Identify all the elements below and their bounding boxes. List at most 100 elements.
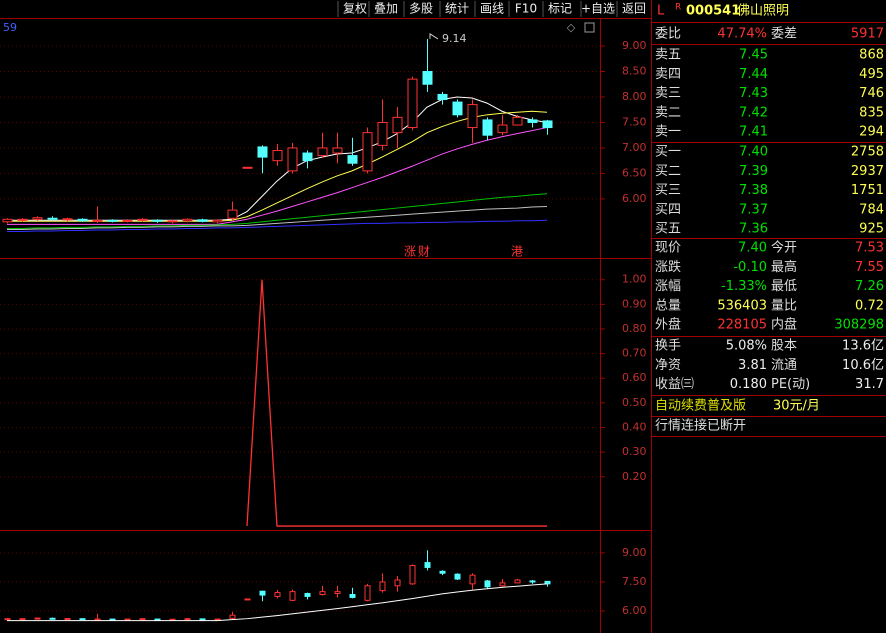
- lower-candle-body: [289, 591, 296, 601]
- label: 总量: [655, 298, 681, 313]
- y-tick-label: 0.40: [622, 421, 647, 434]
- candle-body: [422, 71, 433, 85]
- value: 7.40: [738, 241, 767, 256]
- label: 量比: [771, 298, 797, 313]
- book-volume: 1751: [851, 183, 884, 198]
- lower-candle-body: [454, 573, 461, 580]
- y-tick-label: 6.00: [622, 604, 647, 617]
- book-level: 买五: [655, 222, 681, 237]
- lower-candle-body: [394, 579, 401, 587]
- label: 委比: [655, 27, 681, 42]
- book-level: 卖四: [655, 67, 681, 82]
- candle-body: [377, 121, 388, 146]
- lower-candle-body: [319, 591, 326, 596]
- lower-candle-body: [259, 590, 266, 596]
- lower-candle-body: [154, 618, 161, 621]
- event-label: 财: [418, 245, 430, 259]
- candle-body: [317, 147, 328, 157]
- lower-candle-body: [544, 580, 551, 585]
- candle-body: [92, 219, 103, 222]
- label: 涨幅: [655, 279, 681, 294]
- value: 31.7: [855, 377, 884, 392]
- value: 7.26: [855, 279, 884, 294]
- candle-body: [137, 218, 148, 221]
- book-volume: 868: [859, 48, 884, 63]
- candle-body: [332, 147, 343, 154]
- value: 228105: [717, 318, 767, 333]
- lower-candle-body: [514, 579, 521, 584]
- book-level: 卖二: [655, 105, 681, 120]
- y-tick-label: 1.00: [622, 273, 647, 286]
- lower-candle-body: [364, 585, 371, 601]
- toolbar-button[interactable]: 复权: [343, 2, 367, 16]
- flag: L: [657, 4, 665, 19]
- toolbar-button[interactable]: +自选: [581, 2, 615, 16]
- value: 47.74%: [717, 27, 767, 42]
- promo-price[interactable]: 30元/月: [773, 399, 820, 414]
- candle-body: [497, 124, 508, 134]
- book-price: 7.41: [739, 125, 768, 140]
- book-level: 买四: [655, 202, 681, 217]
- candle-body: [47, 217, 58, 220]
- icon[interactable]: ◇: [567, 21, 576, 34]
- toolbar-button[interactable]: 标记: [548, 2, 572, 16]
- y-tick-label: 0.90: [622, 297, 647, 310]
- high-label: 9.14: [442, 32, 467, 45]
- label: 今开: [771, 240, 797, 256]
- toolbar-button[interactable]: 画线: [480, 2, 504, 16]
- lower-candle-body: [124, 618, 131, 621]
- toolbar-button[interactable]: 叠加: [374, 2, 398, 16]
- stock-name: 佛山照明: [737, 4, 789, 19]
- candle-body: [287, 147, 298, 172]
- toolbar-button[interactable]: 统计: [445, 2, 469, 16]
- lower-candle-body: [184, 618, 191, 621]
- lower-candle-body: [499, 582, 506, 587]
- toolbar-button[interactable]: F10: [515, 2, 537, 16]
- label: 委差: [771, 27, 797, 42]
- value: 536403: [717, 298, 767, 313]
- y-tick-label: 0.70: [622, 347, 647, 360]
- candle-body: [122, 219, 133, 222]
- candle-body: [482, 119, 493, 136]
- value: 13.6亿: [842, 339, 884, 354]
- book-volume: 784: [859, 202, 884, 217]
- lower-candle-body: [379, 581, 386, 592]
- indicator-value: 59: [3, 21, 17, 34]
- icon[interactable]: [584, 22, 595, 33]
- lower-candle-body: [4, 618, 11, 621]
- y-tick-label: 7.00: [622, 141, 647, 154]
- y-tick-label: 6.50: [622, 166, 647, 179]
- lower-candle-body: [274, 592, 281, 597]
- book-price: 7.44: [739, 67, 768, 82]
- y-tick-label: 9.00: [622, 546, 647, 559]
- book-volume: 925: [859, 222, 884, 237]
- book-price: 7.37: [739, 202, 768, 217]
- book-price: 7.38: [739, 183, 768, 198]
- event-label: 港: [511, 245, 523, 259]
- toolbar-button[interactable]: 返回: [622, 2, 646, 16]
- stock-code: 000541: [686, 4, 740, 19]
- candle-body: [152, 219, 163, 222]
- label: PE(动): [771, 377, 810, 392]
- lower-candle-body: [424, 562, 431, 568]
- lower-average: [7, 583, 548, 622]
- connection-status: 行情连接已断开: [655, 418, 746, 434]
- label: 净资: [655, 358, 681, 373]
- book-level: 买一: [655, 145, 681, 160]
- lower-candle-body: [349, 594, 356, 598]
- candle-body: [212, 219, 223, 223]
- toolbar-button[interactable]: 多股: [409, 2, 433, 16]
- lower-candle-body: [529, 580, 536, 583]
- y-tick-label: 0.80: [622, 322, 647, 335]
- candle-body: [227, 209, 238, 219]
- candle-body: [272, 149, 283, 162]
- lower-candle-body: [484, 580, 491, 588]
- candle-body: [17, 218, 28, 221]
- promo[interactable]: 自动续费普及版: [655, 399, 746, 414]
- moving-average: [7, 219, 548, 233]
- value: 5.08%: [726, 339, 767, 354]
- lower-candle-body: [439, 570, 446, 574]
- candle-body: [512, 116, 523, 126]
- book-price: 7.40: [739, 145, 768, 160]
- label: 收益㈢: [655, 377, 694, 392]
